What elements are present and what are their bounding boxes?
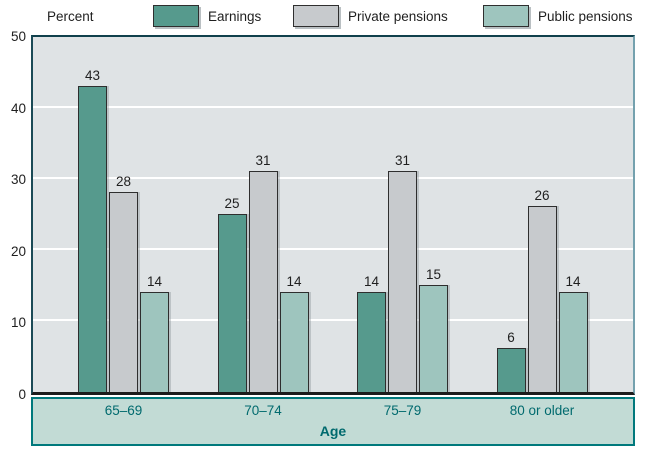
legend-label-private-pensions: Private pensions: [348, 8, 448, 24]
y-tick-50: 50: [10, 29, 26, 44]
bar-public-pensions-65-69: 14: [140, 274, 169, 392]
bar-earnings-70-74: 25: [217, 196, 247, 392]
gridline-40: [33, 106, 633, 108]
bar-private-pensions-65-69: 28: [109, 174, 138, 392]
gridline-30: [33, 177, 633, 179]
bar-value-public-pensions-75-79: 15: [425, 266, 442, 282]
bar-group-80-or-older: 6 26 14: [494, 37, 591, 392]
x-axis-title: Age: [319, 423, 347, 439]
bar-value-private-pensions-80-or-older: 26: [534, 188, 550, 204]
bar-earnings-80-or-older: 6: [496, 330, 526, 392]
bar-value-public-pensions-70-74: 14: [286, 273, 302, 289]
x-tick-75-79: 75–79: [383, 403, 422, 418]
legend-swatch-public-pensions: [483, 5, 529, 27]
legend-item-earnings: Earnings: [153, 5, 261, 27]
bar-public-pensions-75-79: 15: [419, 267, 448, 392]
x-axis-strip: Age 65–69 70–74 75–79 80 or older: [31, 397, 635, 446]
plot-area: 43 28 14 25 31 14 14 31 15 6 26 14: [31, 35, 635, 395]
bar-private-pensions-75-79: 31: [388, 153, 417, 392]
bar-earnings-75-79: 14: [357, 274, 386, 392]
y-tick-0: 0: [18, 387, 26, 402]
bar-value-private-pensions-65-69: 28: [115, 174, 132, 190]
y-tick-40: 40: [10, 100, 26, 116]
y-axis-title: Percent: [47, 9, 94, 24]
bar-group-65-69: 43 28 14: [75, 37, 172, 392]
bar-private-pensions-80-or-older: 26: [527, 188, 557, 392]
bar-group-75-79: 14 31 15: [354, 37, 451, 392]
legend-label-earnings: Earnings: [208, 8, 262, 24]
y-tick-10: 10: [10, 315, 26, 331]
bar-value-public-pensions-65-69: 14: [146, 273, 163, 289]
x-tick-65-69: 65–69: [104, 403, 143, 418]
bar-private-pensions-70-74: 31: [248, 153, 278, 392]
gridline-20: [33, 248, 633, 250]
bar-value-earnings-75-79: 14: [363, 273, 380, 289]
x-tick-80-or-older: 80 or older: [509, 403, 575, 418]
legend-swatch-earnings: [153, 5, 199, 27]
bar-public-pensions-70-74: 14: [279, 274, 309, 392]
x-tick-70-74: 70–74: [244, 403, 282, 418]
gridline-10: [33, 319, 633, 321]
legend-item-private-pensions: Private pensions: [293, 5, 448, 27]
legend-item-public-pensions: Public pensions: [483, 5, 633, 27]
bar-public-pensions-80-or-older: 14: [558, 274, 588, 392]
legend-label-public-pensions: Public pensions: [538, 8, 633, 24]
bar-group-70-74: 25 31 14: [215, 37, 312, 392]
bar-value-earnings-80-or-older: 6: [507, 330, 515, 346]
legend-swatch-private-pensions: [293, 5, 339, 27]
bar-earnings-65-69: 43: [78, 68, 107, 392]
bar-value-earnings-65-69: 43: [84, 67, 101, 83]
bar-value-private-pensions-70-74: 31: [255, 152, 271, 168]
y-tick-30: 30: [10, 172, 26, 188]
bar-value-earnings-70-74: 25: [224, 195, 240, 211]
y-tick-20: 20: [10, 243, 26, 259]
bar-value-public-pensions-80-or-older: 14: [565, 273, 581, 289]
bar-value-private-pensions-75-79: 31: [394, 152, 411, 168]
